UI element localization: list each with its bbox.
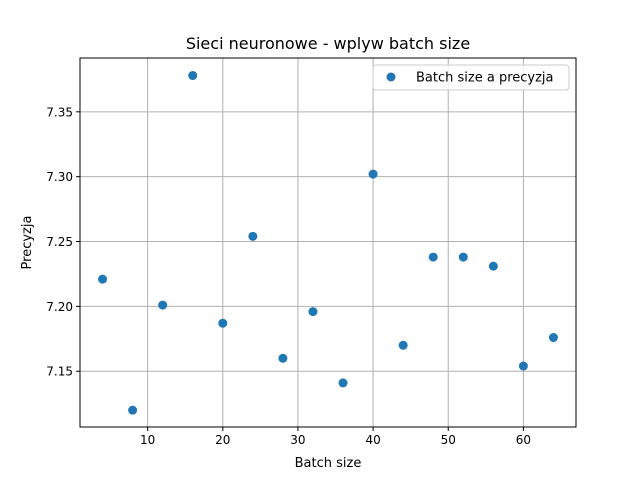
legend-marker: [386, 72, 396, 82]
scatter-points: [98, 71, 558, 415]
data-point: [278, 353, 288, 363]
data-point: [368, 169, 378, 179]
x-tick-label: 10: [140, 433, 155, 447]
data-point: [308, 307, 318, 317]
y-axis-label: Precyzja: [20, 216, 35, 270]
x-axis-label: Batch size: [295, 456, 362, 471]
y-tick-label: 7.20: [46, 300, 73, 314]
y-tick-label: 7.25: [46, 235, 73, 249]
legend: Batch size a precyzja: [372, 64, 570, 91]
data-point: [338, 378, 348, 388]
data-point: [158, 300, 168, 310]
x-tick-label: 50: [441, 433, 456, 447]
data-point: [218, 318, 228, 328]
x-tick-label: 20: [215, 433, 230, 447]
data-point: [248, 231, 258, 241]
data-point: [488, 261, 498, 271]
y-tick-label: 7.35: [46, 105, 73, 119]
grid: [80, 58, 576, 427]
y-tick-label: 7.15: [46, 365, 73, 379]
data-point: [548, 333, 558, 343]
x-tick-label: 60: [516, 433, 531, 447]
y-axis-ticks: 7.15 7.20 7.25 7.30 7.35: [46, 105, 80, 379]
data-point: [128, 405, 138, 415]
x-tick-label: 30: [290, 433, 305, 447]
y-tick-label: 7.30: [46, 170, 73, 184]
data-point: [188, 71, 198, 81]
legend-label: Batch size a precyzja: [416, 71, 554, 86]
data-point: [428, 252, 438, 262]
data-point: [98, 274, 108, 284]
x-tick-label: 40: [365, 433, 380, 447]
data-point: [518, 361, 528, 371]
x-axis-ticks: 10 20 30 40 50 60: [140, 427, 531, 447]
legend-box: [372, 64, 570, 91]
data-point: [398, 340, 408, 350]
data-point: [458, 252, 468, 262]
plot-area: [79, 57, 577, 428]
chart-title: Sieci neuronowe - wplyw batch size: [186, 34, 470, 53]
